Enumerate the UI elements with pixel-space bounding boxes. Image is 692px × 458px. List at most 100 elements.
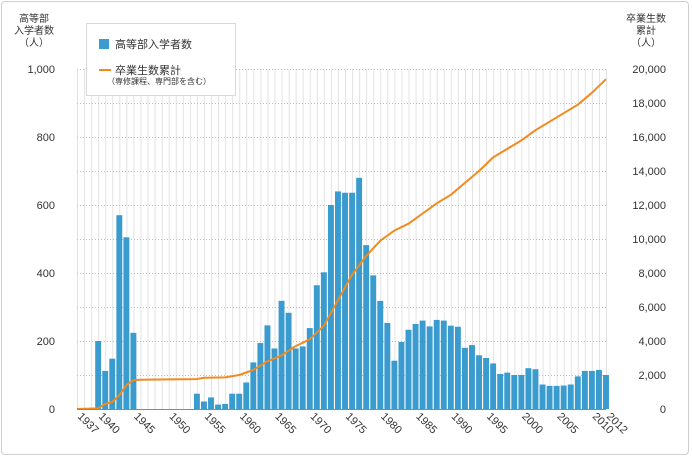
y-right-label: 卒業生数 累計 （人） (626, 14, 666, 50)
y-right-tick-label: 0 (660, 404, 666, 416)
bar (469, 345, 475, 409)
bar (236, 393, 243, 409)
x-tick-label: 1950 (167, 411, 193, 437)
y-left-tick-label: 0 (49, 404, 55, 416)
y-right-tick-label: 12,000 (632, 200, 666, 212)
bar (560, 385, 567, 409)
bar (356, 177, 363, 409)
bar (419, 320, 426, 409)
bar (229, 393, 236, 409)
bar (313, 285, 320, 409)
x-tick-label: 2000 (519, 411, 545, 437)
y-right-tick-label: 6,000 (638, 302, 666, 314)
bar (222, 403, 229, 409)
bar (306, 328, 313, 409)
bar (327, 205, 334, 409)
legend-line-label: 卒業生数累計 (115, 65, 181, 77)
x-tick-label: 1965 (272, 411, 298, 437)
bar (553, 385, 560, 409)
y-left-label-line: 高等部 (19, 14, 49, 25)
bar (483, 358, 490, 409)
bar (504, 372, 511, 409)
y-left-tick-label: 600 (37, 200, 55, 212)
bar (511, 375, 518, 409)
x-tick-label: 1990 (449, 411, 475, 437)
y-left-tick-label: 800 (37, 132, 55, 144)
bar (292, 348, 299, 409)
bar-series (95, 177, 609, 409)
y-left-label-line: 入学者数 (14, 26, 54, 37)
x-tick-label: 1970 (308, 411, 334, 437)
bar (574, 376, 581, 409)
y-left-tick-label: 400 (37, 268, 55, 280)
y-right-tick-label: 20,000 (632, 64, 666, 76)
line-series (76, 78, 607, 410)
bar (461, 347, 468, 409)
bar (264, 325, 271, 409)
x-tick-label: 1945 (131, 411, 157, 437)
y-right-tick-label: 2,000 (638, 370, 666, 382)
bar (567, 384, 574, 409)
bar (193, 393, 200, 409)
y-right-tick-label: 16,000 (632, 132, 666, 144)
bar (412, 324, 419, 409)
legend-bar-label: 高等部入学者数 (115, 39, 192, 51)
y-right-label-line: 累計 (636, 26, 656, 37)
bar (539, 384, 546, 409)
legend-line-note: （専修課程、専門部を含む） (107, 77, 211, 86)
bar (588, 370, 595, 409)
bar (447, 325, 454, 409)
bar (243, 382, 250, 409)
legend-line-swatch (99, 69, 111, 71)
y-right-label-line: （人） (631, 38, 661, 49)
bar (603, 375, 609, 409)
bar (370, 275, 377, 409)
bar (320, 272, 327, 409)
bar (518, 375, 525, 409)
bar (581, 370, 588, 409)
x-tick-label: 2005 (555, 411, 581, 437)
x-tick-label: 1975 (343, 411, 369, 437)
y-right-label-line: 卒業生数 (626, 14, 666, 25)
bar (215, 404, 222, 409)
x-tick-label: 1960 (237, 411, 263, 437)
bar (377, 300, 384, 409)
x-tick-label: 1985 (413, 411, 439, 437)
y-right-tick-label: 4,000 (638, 336, 666, 348)
x-tick-label: 1955 (202, 411, 228, 437)
bar (102, 370, 109, 409)
bar (454, 326, 461, 409)
bar (532, 369, 539, 409)
bar (384, 322, 391, 409)
bar (440, 320, 447, 409)
bar (271, 348, 278, 409)
bar (497, 373, 504, 409)
x-tick-label: 1940 (96, 411, 122, 437)
bar (257, 343, 264, 409)
cumulative-line (76, 78, 607, 410)
bar (476, 355, 482, 409)
bar (490, 363, 497, 409)
bar (349, 192, 356, 409)
bar (405, 329, 412, 409)
y-left-label-line: （人） (19, 38, 49, 49)
grid (77, 69, 607, 409)
bar (342, 192, 348, 409)
bar (285, 312, 292, 409)
bar (130, 332, 137, 409)
bar (433, 319, 440, 409)
y-left-label: 高等部 入学者数 （人） (14, 14, 54, 50)
legend-item-line: 卒業生数累計 (99, 62, 181, 78)
bar (208, 397, 214, 409)
x-tick-label: 1937 (75, 411, 101, 437)
bar (546, 385, 553, 409)
bar (391, 360, 398, 409)
x-tick-label: 1995 (484, 411, 510, 437)
bar (299, 346, 306, 409)
y-right-tick-label: 8,000 (638, 268, 666, 280)
bar (109, 358, 116, 409)
bar (250, 362, 257, 409)
y-left-tick-label: 1,000 (27, 64, 55, 76)
bar (525, 368, 532, 409)
